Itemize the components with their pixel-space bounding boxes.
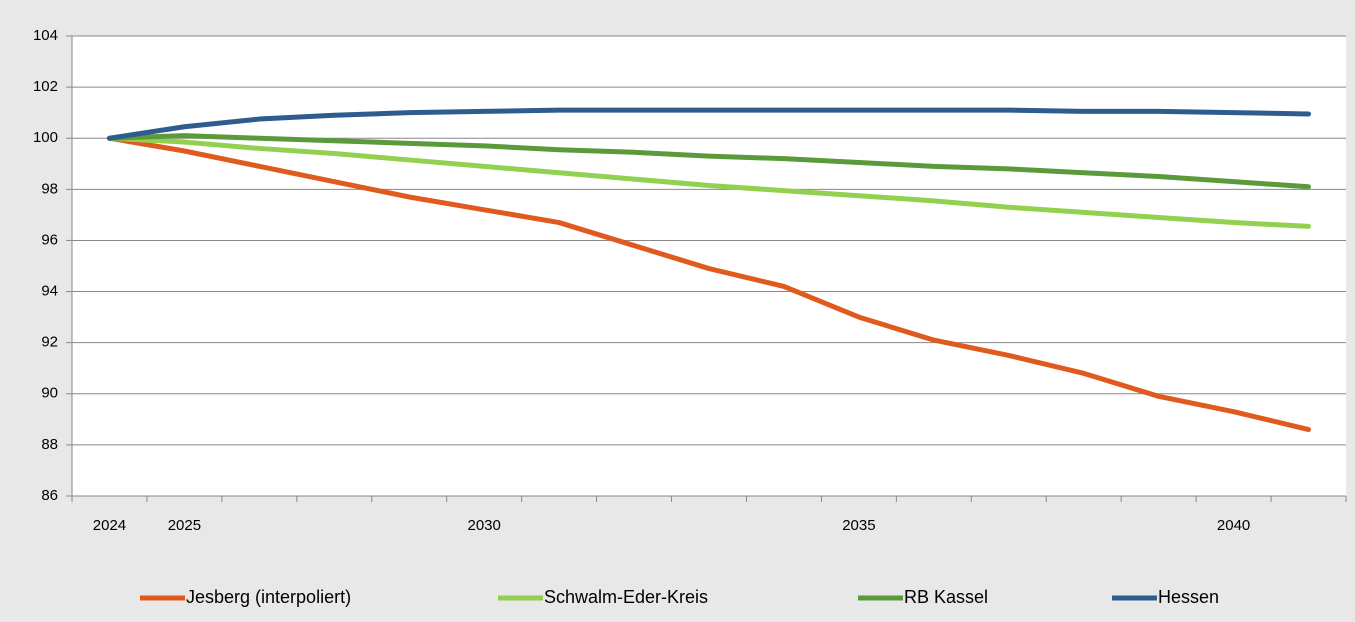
legend-label: Jesberg (interpoliert) [186, 587, 351, 607]
series-line [106, 133, 1312, 190]
y-tick-label: 90 [41, 385, 58, 402]
y-tick-label: 88 [41, 436, 58, 453]
x-tick-label: 2040 [1217, 517, 1250, 534]
x-tick-label: 2024 [93, 517, 126, 534]
series-line [106, 135, 1312, 433]
x-tick-label: 2030 [467, 517, 500, 534]
y-tick-label: 94 [41, 283, 58, 300]
series-line [106, 135, 1312, 229]
y-tick-label: 86 [41, 487, 58, 504]
y-tick-label: 100 [33, 129, 58, 146]
legend-label: RB Kassel [904, 587, 988, 607]
legend-label: Schwalm-Eder-Kreis [544, 587, 708, 607]
y-tick-label: 98 [41, 180, 58, 197]
series-line [106, 107, 1312, 141]
x-tick-label: 2025 [168, 517, 201, 534]
y-tick-label: 102 [33, 78, 58, 95]
legend-label: Hessen [1158, 587, 1219, 607]
y-tick-label: 96 [41, 231, 58, 248]
x-tick-label: 2035 [842, 517, 875, 534]
y-tick-label: 104 [33, 27, 58, 44]
y-tick-label: 92 [41, 334, 58, 351]
